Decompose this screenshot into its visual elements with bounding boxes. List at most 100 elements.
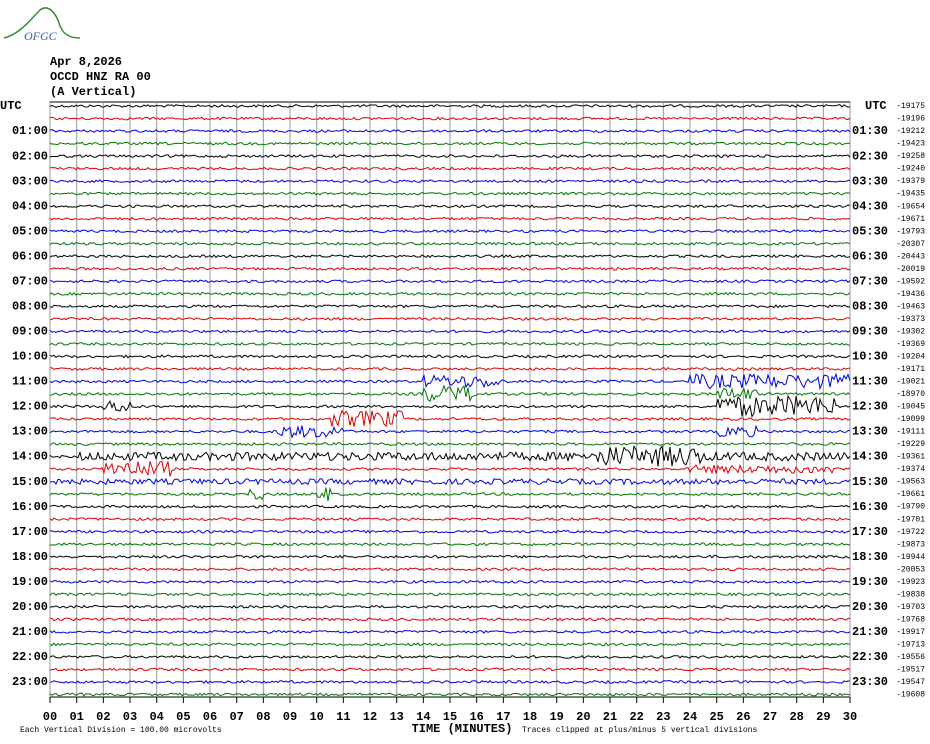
trace [49,477,851,486]
x-tick-label: 11 [336,710,350,724]
trace-offset: -19021 [896,378,925,387]
left-hour-label: 15:00 [12,475,48,489]
trace-offset: -19369 [896,340,925,349]
left-hour-label: 04:00 [12,199,48,213]
trace [49,592,851,597]
trace-offset: -19671 [896,215,925,224]
left-hour-label: 05:00 [12,224,48,238]
trace-offset: -19722 [896,528,925,537]
trace [49,304,851,309]
trace-offset: -19661 [896,490,925,499]
trace [49,445,851,467]
trace [49,129,851,134]
trace [49,254,851,259]
trace-offset: -19258 [896,152,925,161]
x-tick-label: 29 [816,710,830,724]
trace-offset: -19379 [896,177,925,186]
trace [49,424,851,439]
scale-note: Each Vertical Division = 100.00 microvol… [20,726,222,735]
x-tick-label: 28 [789,710,803,724]
right-hour-label: 10:30 [852,350,888,364]
x-tick-label: 26 [736,710,750,724]
left-hour-label: 14:00 [12,450,48,464]
logo-mark [3,7,81,39]
x-tick-label: 03 [123,710,137,724]
left-hour-label: 09:00 [12,325,48,339]
trace-offset: -19111 [896,428,925,437]
left-hour-label: 22:00 [12,650,48,664]
x-tick-label: 12 [363,710,377,724]
trace-offset: -19517 [896,666,925,675]
trace-offset: -19045 [896,403,925,412]
trace [49,441,851,446]
left-hour-label: 01:00 [12,124,48,138]
trace [49,354,851,359]
component: (A Vertical) [50,85,136,99]
trace [49,316,851,321]
trace-offset: -19099 [896,415,925,424]
trace [49,409,851,428]
trace-offset: -19204 [896,353,925,362]
trace-offset: -19654 [896,202,925,211]
trace-offset: -19793 [896,227,925,236]
right-hour-label: 22:30 [852,650,888,664]
trace-offset: -19713 [896,640,925,649]
trace [49,279,851,284]
trace [49,204,851,209]
right-hour-label: 15:30 [852,475,888,489]
trace [49,529,851,534]
x-tick-label: 27 [763,710,777,724]
right-hour-label: 05:30 [852,224,888,238]
x-tick-label: 30 [843,710,857,724]
trace-offset: -20053 [896,565,925,574]
left-hour-label: 23:00 [12,675,48,689]
right-hour-label: 20:30 [852,600,888,614]
left-hour-label: 13:00 [12,425,48,439]
right-axis-title: UTC [865,99,887,113]
trace-offset: -19423 [896,140,925,149]
x-tick-label: 19 [549,710,563,724]
trace-offset: -19917 [896,628,925,637]
trace [49,554,850,559]
right-hour-label: 13:30 [852,425,888,439]
right-hour-label: 03:30 [852,174,888,188]
right-hour-label: 08:30 [852,299,888,313]
right-hour-label: 19:30 [852,575,888,589]
left-hour-label: 02:00 [12,149,48,163]
trace [49,629,851,634]
left-hour-label: 07:00 [12,274,48,288]
left-hour-label: 03:00 [12,174,48,188]
trace [49,567,851,572]
trace [49,504,851,509]
trace-offset: -19436 [896,290,925,299]
x-tick-label: 21 [603,710,617,724]
trace-offset: -19229 [896,440,925,449]
trace-offset: -19556 [896,653,925,662]
logo-text: OFGC [24,29,58,43]
right-hour-label: 18:30 [852,550,888,564]
left-hour-label: 21:00 [12,625,48,639]
right-hour-label: 06:30 [852,249,888,263]
x-tick-label: 05 [176,710,190,724]
x-tick-label: 02 [96,710,110,724]
date: Apr 8,2026 [50,55,122,69]
station: OCCD HNZ RA 00 [50,70,151,84]
trace-offset: -19703 [896,603,925,612]
trace [49,116,851,121]
trace-offset: -18970 [896,390,925,399]
trace [49,241,851,246]
x-tick-label: 23 [656,710,670,724]
left-hour-label: 17:00 [12,525,48,539]
trace [49,642,851,647]
trace-offset: -19361 [896,453,925,462]
right-hour-label: 17:30 [852,525,888,539]
trace-offset: -20307 [896,240,925,249]
trace-offset: -19838 [896,590,925,599]
x-tick-label: 17 [496,710,510,724]
trace [49,384,851,403]
trace [49,154,851,158]
x-tick-label: 06 [203,710,217,724]
left-hour-label: 08:00 [12,299,48,313]
trace-offset: -19608 [896,691,925,700]
right-hour-label: 01:30 [852,124,888,138]
